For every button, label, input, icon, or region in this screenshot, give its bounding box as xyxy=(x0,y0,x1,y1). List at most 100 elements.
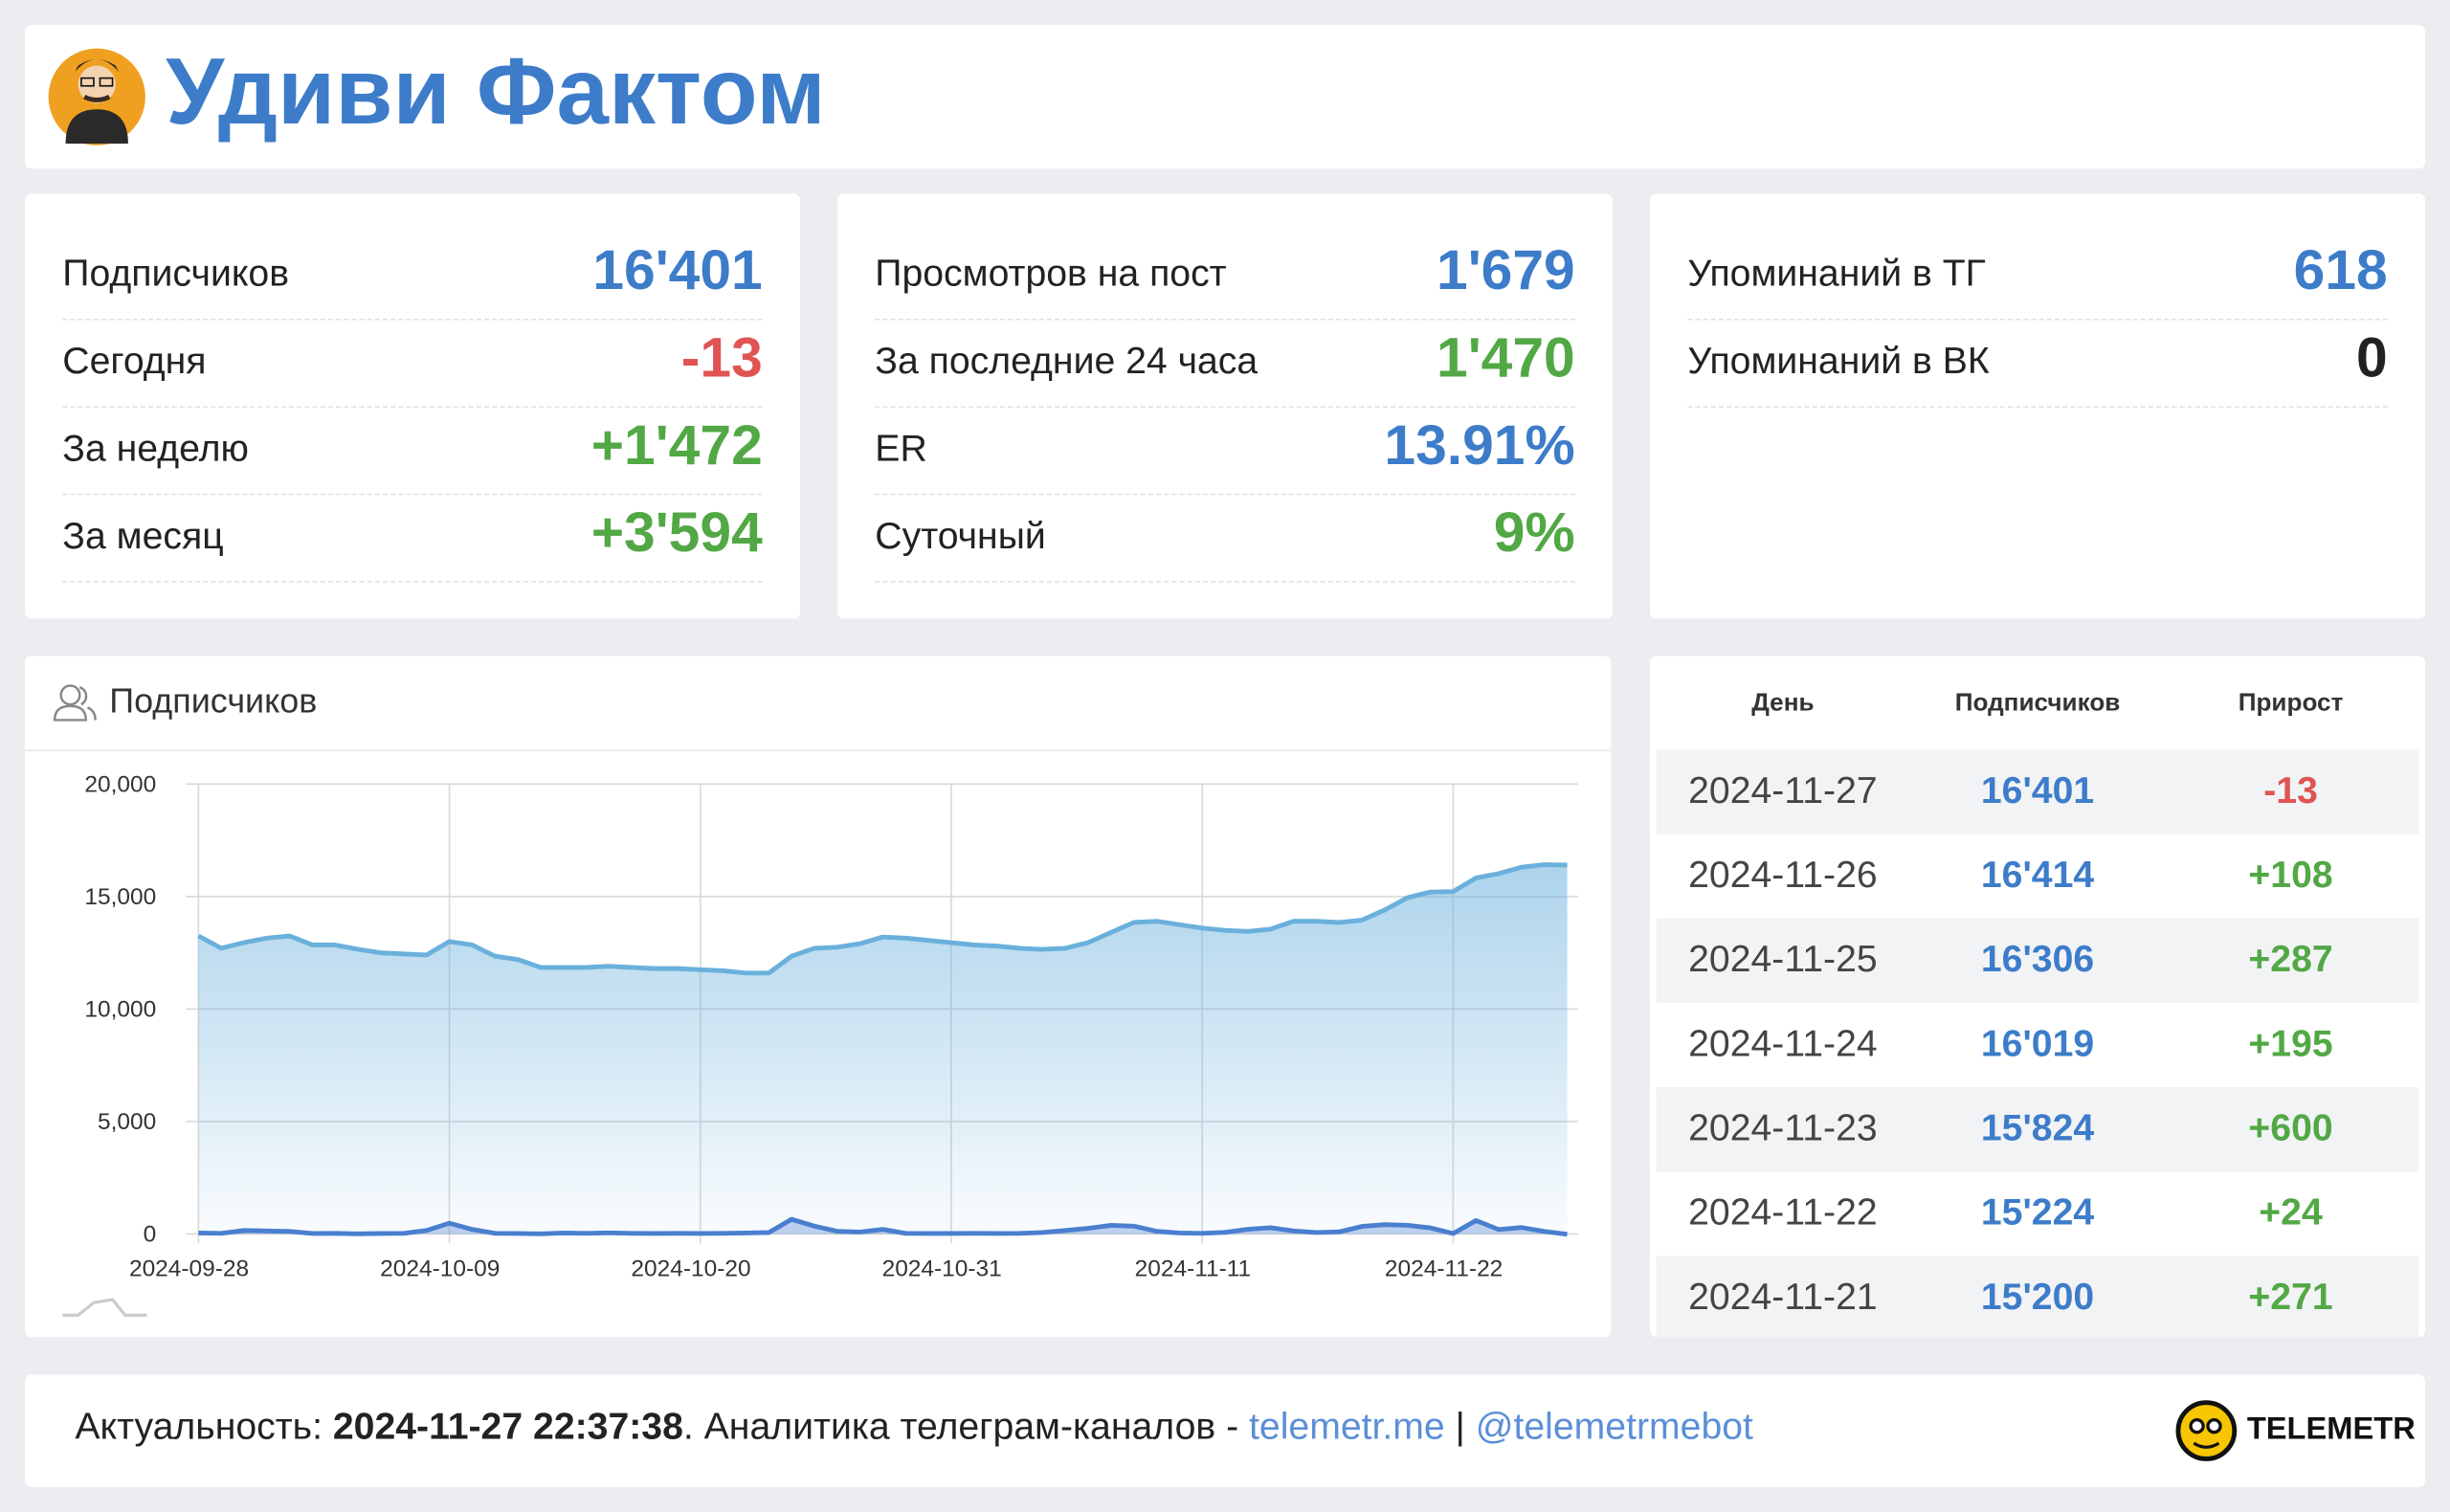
table-cell: 16'401 xyxy=(1980,769,2095,812)
channel-title: Удиви Фактом xyxy=(166,38,826,145)
y-tick-label: 15,000 xyxy=(84,884,156,910)
x-tick-label: 2024-10-09 xyxy=(380,1256,500,1282)
table-row: 2024-11-22 15'224 +24 xyxy=(1656,1171,2419,1257)
timestamp: 2024-11-27 22:37:38 xyxy=(332,1405,683,1449)
column-header: Прирост xyxy=(2238,690,2344,718)
chart-header: Подписчиков xyxy=(25,656,1612,752)
subscribers-card: Подписчиков 16'401 Сегодня -13 За неделю +1'4… xyxy=(25,193,800,619)
table-row: 2024-11-27 16'401 -13 xyxy=(1656,749,2419,836)
line xyxy=(198,1216,1568,1237)
separator: | xyxy=(1444,1405,1476,1449)
text: . Аналитика телеграм-каналов - xyxy=(682,1405,1250,1449)
table-cell: 2024-11-21 xyxy=(1688,1276,1878,1319)
mentions-card: Упоминаний в ТГ 618 Упоминаний в ВК 0 xyxy=(1650,193,2425,619)
stat-label: Упоминаний в ТГ xyxy=(1687,253,1986,296)
table-cell: 2024-11-25 xyxy=(1688,938,1878,982)
stat-label: Упоминаний в ВК xyxy=(1687,340,1990,383)
label: Актуальность: xyxy=(75,1405,333,1449)
table-cell: +271 xyxy=(2248,1276,2333,1319)
link[interactable]: telemetr.me xyxy=(1249,1405,1445,1449)
stat-value: 618 xyxy=(2293,237,2388,302)
y-tick-label: 10,000 xyxy=(84,997,156,1023)
stat-label: ER xyxy=(875,428,927,471)
stat-row: За последние 24 часа 1'470 xyxy=(875,319,1575,409)
stat-label: Суточный xyxy=(875,515,1046,558)
table-cell: 15'224 xyxy=(1980,1191,2095,1234)
stat-value: 13.91% xyxy=(1384,411,1575,477)
table-cell: +195 xyxy=(2248,1023,2333,1066)
stat-value: 9% xyxy=(1493,500,1575,565)
area xyxy=(198,864,1568,1234)
x-tick-label: 2024-10-20 xyxy=(631,1256,750,1282)
table-cell: 16'019 xyxy=(1980,1023,2095,1066)
y-tick-label: 5,000 xyxy=(98,1109,156,1135)
stat-value: -13 xyxy=(680,324,763,389)
header: Удиви Фактом xyxy=(25,25,2425,169)
stat-row: Просмотров на пост 1'679 xyxy=(875,232,1575,321)
table-cell: 2024-11-22 xyxy=(1688,1191,1878,1234)
stat-row: Упоминаний в ТГ 618 xyxy=(1687,232,2388,321)
x-tick-label: 2024-10-31 xyxy=(882,1256,1002,1282)
stat-value: +3'594 xyxy=(590,500,763,565)
table-cell: 15'824 xyxy=(1980,1107,2095,1150)
chart-title: Подписчиков xyxy=(109,680,318,721)
table-cell: 16'414 xyxy=(1980,854,2095,897)
table-cell: +600 xyxy=(2248,1107,2333,1150)
stat-label: За месяц xyxy=(62,515,224,558)
navigator-icon xyxy=(62,1298,147,1317)
logo-text: TELEMETR xyxy=(2246,1412,2416,1447)
stat-label: Сегодня xyxy=(62,340,207,383)
stat-label: За неделю xyxy=(62,428,249,471)
table-cell: +24 xyxy=(2259,1191,2323,1234)
stat-label: Просмотров на пост xyxy=(875,253,1227,296)
table-row: 2024-11-26 16'414 +108 xyxy=(1656,834,2419,921)
table-cell: 15'200 xyxy=(1980,1276,2095,1319)
stat-row: За месяц +3'594 xyxy=(62,494,763,583)
x-tick-label: 2024-09-28 xyxy=(129,1256,249,1282)
views-card: Просмотров на пост 1'679 За последние 24 ч… xyxy=(837,193,1613,619)
stat-label: За последние 24 часа xyxy=(875,340,1258,383)
y-tick-label: 0 xyxy=(144,1222,157,1248)
table-cell: -13 xyxy=(2263,769,2318,812)
stat-value: 1'470 xyxy=(1437,324,1575,389)
table-row: 2024-11-25 16'306 +287 xyxy=(1656,918,2419,1005)
footer-text: Актуальность: 2024-11-27 22:37:38. Анали… xyxy=(75,1406,1753,1450)
table-row: 2024-11-23 15'824 +600 xyxy=(1656,1087,2419,1173)
stat-value: 16'401 xyxy=(592,237,763,302)
table-cell: +108 xyxy=(2248,854,2333,897)
x-tick-label: 2024-11-11 xyxy=(1135,1256,1252,1282)
stat-row: Суточный 9% xyxy=(875,494,1575,583)
stat-row: Сегодня -13 xyxy=(62,319,763,409)
stat-row: Упоминаний в ВК 0 xyxy=(1687,319,2388,409)
table-cell: +287 xyxy=(2248,938,2333,982)
stat-value: +1'472 xyxy=(590,411,763,477)
table-header: День Подписчиков Прирост xyxy=(1650,656,2425,750)
chart-card: Подписчиков 0 5,000 10,000 15,000 20,000 2024… xyxy=(25,656,1612,1338)
table-cell: 16'306 xyxy=(1980,938,2095,982)
column-header: День xyxy=(1751,690,1815,718)
footer: Актуальность: 2024-11-27 22:37:38. Анали… xyxy=(25,1374,2425,1487)
y-tick-label: 20,000 xyxy=(84,772,156,798)
table-cell: 2024-11-27 xyxy=(1688,769,1878,812)
link[interactable]: @telemetrmebot xyxy=(1475,1405,1753,1449)
stat-row: За неделю +1'472 xyxy=(62,406,763,496)
table-cell: 2024-11-24 xyxy=(1688,1023,1878,1066)
logo-icon xyxy=(2175,1400,2238,1461)
stat-row: Подписчиков 16'401 xyxy=(62,232,763,321)
table-cell: 2024-11-26 xyxy=(1688,854,1878,897)
growth-table: День Подписчиков Прирост 2024-11-27 16'40… xyxy=(1650,656,2425,1338)
stat-value: 0 xyxy=(2356,324,2388,389)
chart: 0 5,000 10,000 15,000 20,000 2024-09-28 2024-1… xyxy=(62,772,1579,1317)
users-icon xyxy=(53,684,97,722)
avatar xyxy=(48,48,145,145)
column-header: Подписчиков xyxy=(1954,690,2121,718)
table-row: 2024-11-24 16'019 +195 xyxy=(1656,1002,2419,1089)
line xyxy=(197,862,1568,976)
x-tick-label: 2024-11-22 xyxy=(1385,1256,1503,1282)
stat-row: ER 13.91% xyxy=(875,406,1575,496)
table-cell: 2024-11-23 xyxy=(1688,1107,1878,1150)
stat-label: Подписчиков xyxy=(62,253,290,296)
table-row: 2024-11-21 15'200 +271 xyxy=(1656,1256,2419,1338)
